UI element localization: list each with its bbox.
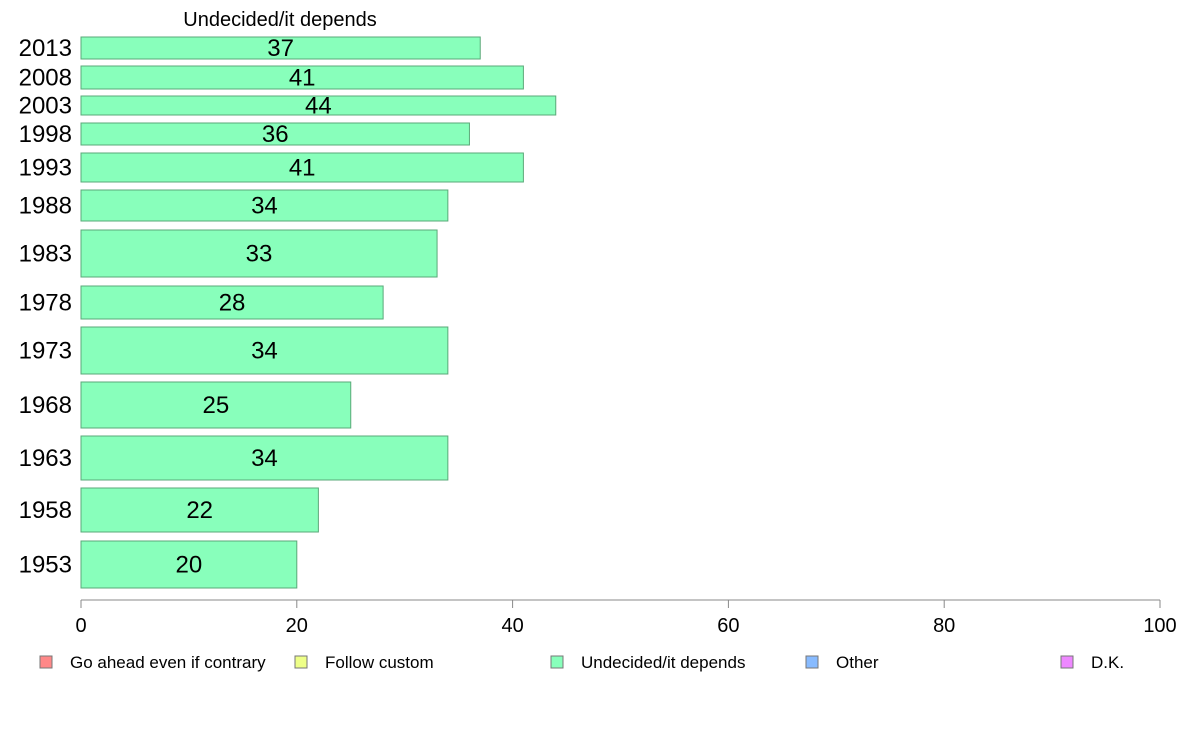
- bar-1988: [80, 189, 449, 222]
- category-label-2013: 2013: [19, 35, 72, 62]
- value-label-2008: 41: [289, 65, 316, 92]
- legend-label-follow-custom: Follow custom: [325, 653, 434, 672]
- bar-1983: [80, 229, 438, 278]
- legend: Go ahead even if contrary Follow custom Un…: [39, 653, 1124, 672]
- bar-1968: [80, 381, 352, 429]
- x-tick-label-60: 60: [717, 615, 739, 637]
- bar-2003: [80, 95, 557, 116]
- bar-1963: [80, 435, 449, 481]
- chart-title: Undecided/it depends: [183, 9, 376, 31]
- value-label-2013: 37: [267, 35, 294, 62]
- bars-group: 2013 37 2008 41 2003 44 1998 36 1993 41 1988 34 1983…: [19, 35, 557, 589]
- value-label-1978: 28: [219, 290, 246, 317]
- category-label-1953: 1953: [19, 552, 72, 579]
- bar-1993: [80, 152, 524, 183]
- category-label-1988: 1988: [19, 193, 72, 220]
- category-label-2003: 2003: [19, 93, 72, 120]
- x-axis: 0 20 40 60 80 100: [75, 599, 1177, 637]
- value-label-1973: 34: [251, 338, 278, 365]
- x-tick-label-100: 100: [1143, 615, 1176, 637]
- legend-label-other: Other: [836, 653, 879, 672]
- category-label-2008: 2008: [19, 65, 72, 92]
- value-label-1983: 33: [246, 241, 273, 268]
- x-tick-label-0: 0: [75, 615, 86, 637]
- category-label-1968: 1968: [19, 392, 72, 419]
- legend-swatch-undecided-it-depends: [550, 655, 564, 669]
- bar-1973: [80, 326, 449, 375]
- legend-swatch-go-ahead-even-if-contrary: [39, 655, 53, 669]
- x-tick-label-20: 20: [286, 615, 308, 637]
- category-label-1963: 1963: [19, 445, 72, 472]
- bar-1998: [80, 122, 470, 146]
- category-label-1958: 1958: [19, 497, 72, 524]
- bar-2008: [80, 65, 524, 90]
- bar-2013: [80, 36, 481, 60]
- legend-label-go-ahead-even-if-contrary: Go ahead even if contrary: [70, 653, 266, 672]
- legend-swatch-other: [805, 655, 819, 669]
- value-label-1998: 36: [262, 121, 289, 148]
- value-label-1993: 41: [289, 155, 316, 182]
- category-label-1998: 1998: [19, 121, 72, 148]
- x-tick-label-40: 40: [501, 615, 523, 637]
- value-label-1988: 34: [251, 193, 278, 220]
- legend-swatch-follow-custom: [294, 655, 308, 669]
- bar-1953: [80, 540, 298, 589]
- value-label-2003: 44: [305, 93, 332, 120]
- bar-1978: [80, 285, 384, 320]
- category-label-1993: 1993: [19, 155, 72, 182]
- category-label-1978: 1978: [19, 290, 72, 317]
- category-label-1973: 1973: [19, 338, 72, 365]
- x-tick-label-80: 80: [933, 615, 955, 637]
- value-label-1968: 25: [203, 392, 230, 419]
- bar-1958: [80, 487, 319, 533]
- legend-label-undecided-it-depends: Undecided/it depends: [581, 653, 745, 672]
- value-label-1963: 34: [251, 445, 278, 472]
- value-label-1953: 20: [176, 552, 203, 579]
- legend-label-d-k: D.K.: [1091, 653, 1124, 672]
- legend-swatch-d-k: [1060, 655, 1074, 669]
- category-label-1983: 1983: [19, 241, 72, 268]
- value-label-1958: 22: [186, 497, 213, 524]
